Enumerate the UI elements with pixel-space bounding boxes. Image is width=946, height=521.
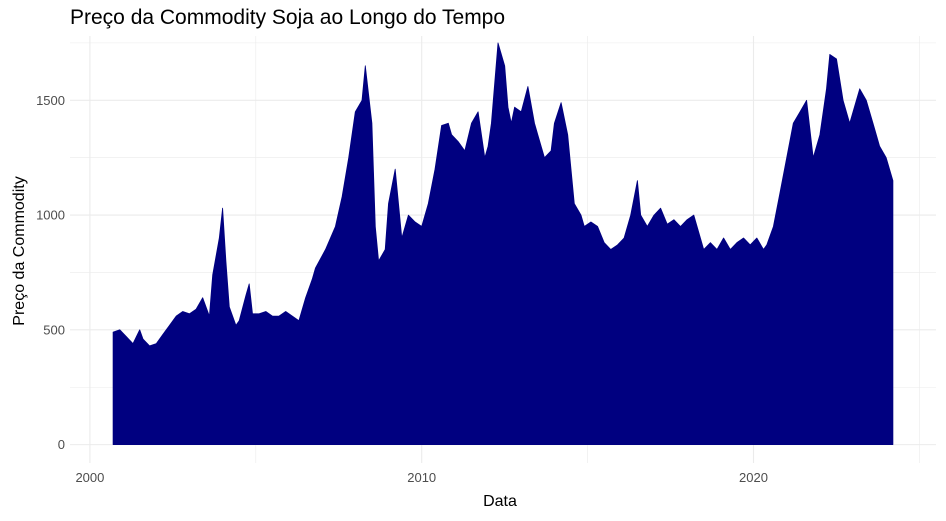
series-area-0: [112, 42, 894, 445]
y-axis-title: Preço da Commodity: [11, 176, 28, 325]
y-tick-label: 500: [43, 322, 65, 337]
chart-title: Preço da Commodity Soja ao Longo do Temp…: [70, 6, 506, 29]
series-layer: [112, 42, 894, 445]
y-tick-label: 1500: [36, 93, 65, 108]
x-tick-label: 2010: [407, 470, 436, 485]
x-tick-label: 2000: [75, 470, 104, 485]
y-tick-label: 1000: [36, 208, 65, 223]
y-tick-label: 0: [58, 437, 65, 452]
x-tick-labels: 2000 2010 2020: [75, 470, 768, 485]
x-axis-title: Data: [483, 493, 517, 510]
x-tick-label: 2020: [739, 470, 768, 485]
y-tick-labels: 0 500 1000 1500: [36, 93, 65, 452]
